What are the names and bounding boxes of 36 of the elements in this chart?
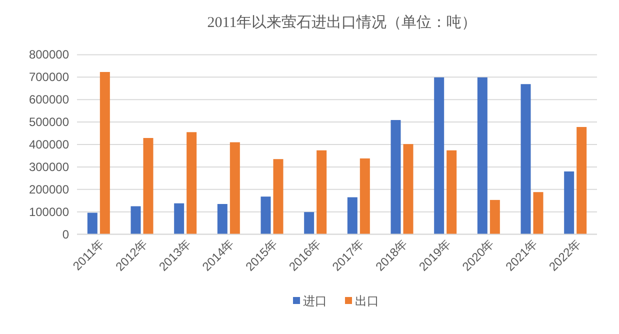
bar (347, 197, 358, 234)
y-tick-label: 0 (62, 227, 70, 242)
bar (490, 200, 500, 234)
bar (403, 144, 414, 234)
bar (186, 132, 197, 234)
bar (217, 204, 228, 234)
chart-title: 2011年以来萤石进出口情况（单位：吨） (207, 14, 477, 31)
bar (316, 150, 327, 234)
y-tick-label: 600000 (28, 92, 70, 107)
y-tick-label: 200000 (28, 182, 70, 196)
bar (230, 142, 240, 234)
bar (304, 212, 314, 234)
bar (130, 206, 141, 234)
bar (360, 158, 370, 234)
bar (390, 120, 401, 234)
legend-label: 出口 (355, 294, 379, 308)
y-tick-label: 500000 (28, 115, 70, 130)
y-tick-label: 700000 (28, 70, 70, 84)
y-tick-label: 800000 (28, 48, 70, 62)
bar (87, 212, 98, 234)
bar (143, 138, 154, 234)
legend-label: 进口 (303, 294, 327, 308)
bar (174, 203, 184, 234)
bar (576, 126, 587, 234)
bar (533, 192, 544, 234)
y-tick-label: 300000 (28, 160, 70, 174)
y-tick-label: 100000 (28, 204, 70, 219)
bar (100, 72, 110, 234)
bar (260, 196, 271, 234)
y-tick-label: 400000 (28, 138, 70, 152)
bar (477, 77, 488, 234)
bar (520, 84, 531, 234)
bar (446, 150, 457, 234)
bar (434, 77, 444, 234)
bar (273, 159, 284, 234)
bar (564, 171, 574, 234)
